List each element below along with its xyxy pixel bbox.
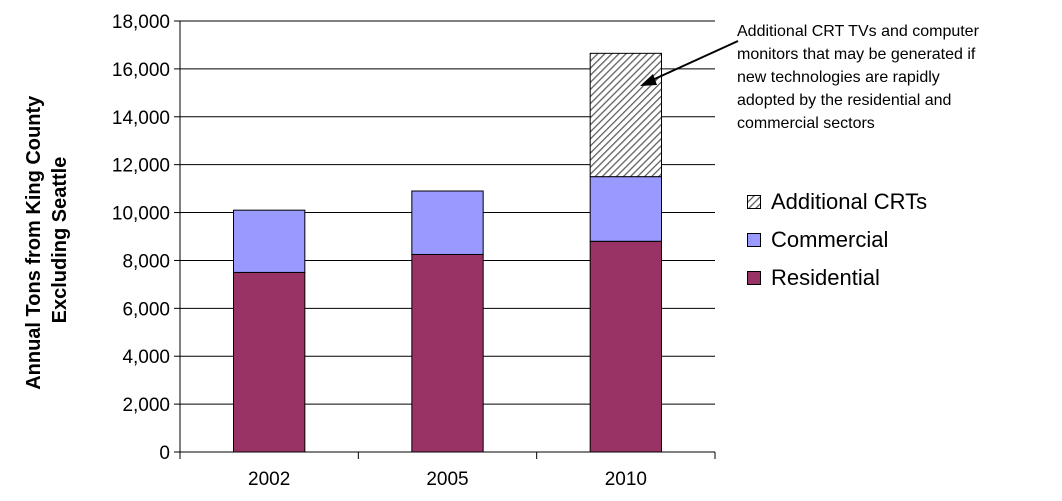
y-tick-label: 0: [159, 443, 170, 464]
annotation-line-3: new technologies are rapidly: [737, 69, 940, 86]
y-axis-label-line-1: Annual Tons from King County: [23, 95, 45, 390]
y-tick-label: 6,000: [122, 299, 170, 320]
bar-commercial: [411, 190, 484, 255]
y-tick-label: 18,000: [112, 12, 170, 33]
y-tick-label: 8,000: [122, 251, 170, 272]
y-tick-label: 12,000: [112, 156, 170, 177]
legend-label-additional-crts: Additional CRTs: [771, 189, 928, 214]
bar-residential: [411, 253, 484, 453]
bars: [233, 52, 663, 453]
bar-residential: [589, 240, 663, 453]
annotation-text: Additional CRT TVs and computer monitors…: [737, 20, 1062, 135]
legend-item-commercial: Commercial: [747, 221, 927, 259]
y-tick-label: 16,000: [112, 60, 170, 81]
bar-additional-crts: [589, 52, 663, 178]
x-tick-labels: 2002 2005 2010: [248, 469, 647, 490]
y-tick-labels: 0 2,000 4,000 6,000 8,000 10,000 12,000 14,000 1…: [112, 12, 170, 464]
y-tick-label: 10,000: [112, 204, 170, 225]
y-axis-label-line-2: Excluding Seattle: [49, 157, 71, 324]
annotation-line-4: adopted by the residential and: [737, 92, 952, 109]
bar-commercial: [233, 209, 306, 273]
x-tick-label: 2002: [248, 469, 290, 490]
annotation-line-2: monitors that may be generated if: [737, 46, 976, 63]
axes: [174, 20, 716, 459]
bar-commercial: [589, 176, 663, 242]
legend-swatch-residential: [747, 271, 761, 285]
legend-item-additional-crts: Additional CRTs: [747, 183, 927, 221]
annotation-arrow: [647, 40, 739, 83]
y-tick-label: 2,000: [122, 395, 170, 416]
annotation-arrowhead: [640, 74, 657, 86]
annotation-line-1: Additional CRT TVs and computer: [737, 23, 979, 40]
x-tick-label: 2010: [605, 469, 647, 490]
y-tick-label: 14,000: [112, 108, 170, 129]
legend-label-residential: Residential: [771, 265, 880, 290]
legend-label-commercial: Commercial: [771, 227, 889, 252]
legend-item-residential: Residential: [747, 259, 927, 297]
legend: Additional CRTs Commercial Residential: [747, 183, 927, 297]
legend-swatch-additional-crts: [747, 195, 761, 209]
x-tick-label: 2005: [426, 469, 468, 490]
bar-residential: [233, 271, 306, 453]
y-tick-label: 4,000: [122, 347, 170, 368]
annotation-line-5: commercial sectors: [737, 115, 875, 132]
y-axis-label: Annual Tons from King County Excluding S…: [23, 90, 71, 390]
legend-swatch-commercial: [747, 233, 761, 247]
